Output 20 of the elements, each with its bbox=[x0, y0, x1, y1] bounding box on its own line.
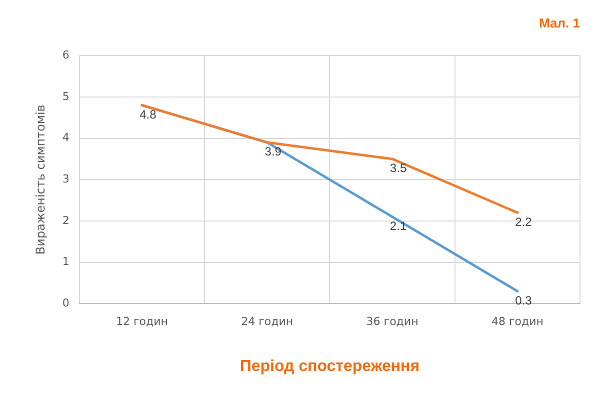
x-tick-label: 36 годин bbox=[366, 315, 418, 328]
data-label: 0.3 bbox=[515, 294, 532, 308]
data-label: 3.9 bbox=[264, 144, 282, 159]
y-axis-title: Вираженість симптомів bbox=[33, 104, 48, 255]
y-tick-label: 6 bbox=[62, 48, 70, 62]
data-label: 2.1 bbox=[390, 219, 407, 234]
x-tick-label: 24 годин bbox=[241, 315, 294, 328]
data-label: 4.8 bbox=[140, 108, 157, 122]
y-tick-label: 3 bbox=[62, 172, 70, 186]
chart-title: Мал. 1 bbox=[539, 15, 580, 30]
y-tick-label: 5 bbox=[62, 90, 70, 103]
y-tick-label: 2 bbox=[62, 214, 70, 227]
x-tick-label: 12 годин bbox=[116, 315, 168, 328]
x-tick-label: 48 годин bbox=[491, 315, 544, 328]
x-axis-title: Період спостереження bbox=[240, 358, 420, 375]
y-tick-label: 4 bbox=[62, 131, 70, 144]
y-tick-label: 1 bbox=[62, 255, 70, 268]
data-label: 2.2 bbox=[515, 214, 532, 229]
data-label: 3.5 bbox=[390, 161, 407, 176]
y-tick-label: 0 bbox=[62, 296, 70, 310]
